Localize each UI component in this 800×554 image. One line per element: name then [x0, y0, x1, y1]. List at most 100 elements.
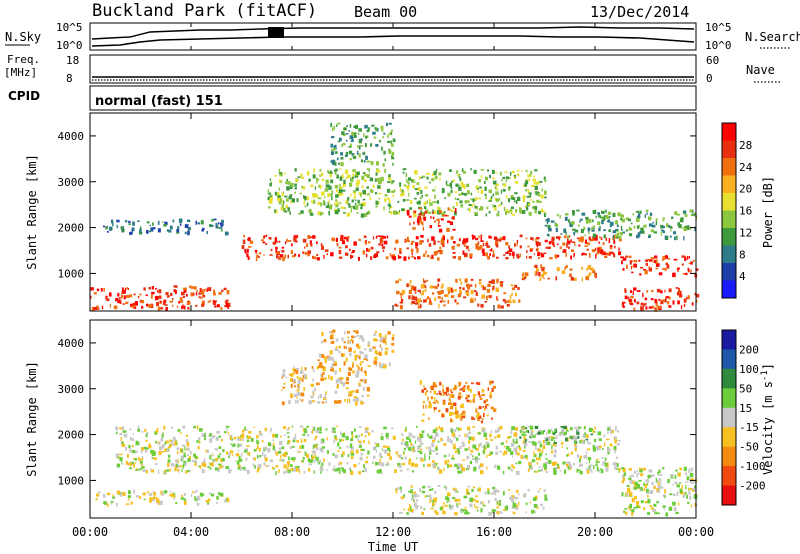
- range-cell: [672, 501, 676, 506]
- range-cell: [96, 305, 99, 310]
- range-cell: [154, 295, 159, 301]
- colorbar-tick-label: 8: [739, 248, 746, 261]
- range-cell: [448, 208, 450, 211]
- range-cell: [508, 186, 511, 189]
- range-cell: [589, 268, 593, 270]
- range-cell: [544, 239, 548, 243]
- range-cell: [106, 503, 109, 507]
- range-cell: [316, 401, 321, 404]
- range-cell: [534, 169, 538, 172]
- range-cell: [614, 438, 617, 443]
- range-cell: [545, 471, 548, 474]
- range-cell: [276, 192, 280, 196]
- range-cell: [383, 426, 387, 430]
- range-cell: [480, 304, 484, 308]
- range-cell: [530, 434, 533, 438]
- range-cell: [550, 450, 554, 454]
- range-cell: [655, 221, 658, 226]
- range-cell: [664, 235, 667, 240]
- range-cell: [195, 489, 198, 492]
- range-cell: [376, 469, 381, 474]
- power-ylabel: Slant Range [km]: [25, 154, 39, 270]
- range-cell: [683, 466, 687, 472]
- range-cell: [644, 214, 646, 218]
- range-cell: [476, 206, 478, 210]
- range-cell: [542, 266, 546, 269]
- range-cell: [689, 472, 694, 478]
- range-cell: [603, 229, 606, 232]
- range-cell: [525, 206, 529, 211]
- range-cell: [601, 217, 606, 222]
- range-cell: [220, 458, 223, 463]
- range-cell: [173, 492, 175, 496]
- range-cell: [422, 254, 426, 257]
- range-cell: [376, 168, 378, 173]
- range-cell: [360, 145, 364, 147]
- range-cell: [573, 253, 575, 256]
- range-cell: [433, 240, 436, 245]
- range-cell: [545, 432, 547, 436]
- y-tick-label: 3000: [58, 176, 85, 189]
- range-cell: [186, 294, 188, 297]
- range-cell: [531, 441, 535, 445]
- range-cell: [186, 301, 191, 305]
- range-cell: [361, 202, 365, 205]
- range-cell: [543, 252, 547, 254]
- range-cell: [115, 502, 118, 507]
- range-cell: [612, 462, 615, 466]
- range-cell: [431, 460, 435, 463]
- range-cell: [164, 469, 166, 473]
- range-cell: [221, 219, 224, 223]
- range-cell: [694, 481, 697, 484]
- range-cell: [341, 454, 344, 458]
- range-cell: [633, 507, 637, 509]
- range-cell: [119, 427, 123, 430]
- range-cell: [349, 158, 352, 161]
- range-cell: [480, 245, 483, 250]
- range-cell: [176, 305, 179, 308]
- range-cell: [618, 235, 620, 238]
- range-cell: [296, 396, 298, 399]
- range-cell: [360, 448, 363, 452]
- range-cell: [343, 212, 346, 214]
- range-cell: [524, 426, 526, 430]
- range-cell: [570, 435, 573, 438]
- range-cell: [456, 466, 459, 470]
- range-cell: [439, 177, 441, 181]
- range-cell: [419, 380, 422, 385]
- range-cell: [422, 401, 426, 404]
- range-cell: [372, 131, 376, 135]
- range-cell: [301, 459, 304, 463]
- range-cell: [534, 210, 537, 214]
- range-cell: [475, 185, 479, 190]
- range-cell: [367, 241, 371, 244]
- range-cell: [470, 198, 472, 201]
- range-cell: [368, 168, 370, 173]
- range-cell: [512, 256, 515, 259]
- range-cell: [442, 400, 446, 405]
- range-cell: [391, 157, 395, 160]
- range-cell: [572, 211, 575, 216]
- range-cell: [485, 242, 489, 247]
- range-cell: [445, 180, 448, 186]
- range-cell: [694, 503, 697, 507]
- range-cell: [307, 250, 311, 255]
- range-cell: [497, 304, 501, 309]
- range-cell: [363, 449, 365, 452]
- range-cell: [392, 334, 395, 337]
- nave-label: Nave: [746, 63, 775, 77]
- range-cell: [303, 439, 307, 442]
- range-cell: [428, 446, 431, 450]
- range-cell: [248, 246, 252, 248]
- range-cell: [380, 240, 383, 244]
- range-cell: [612, 230, 616, 234]
- range-cell: [497, 298, 499, 301]
- range-cell: [344, 207, 346, 209]
- range-cell: [419, 451, 423, 455]
- time-tick-label: 12:00: [375, 525, 411, 539]
- range-cell: [689, 209, 693, 213]
- range-cell: [157, 228, 161, 233]
- range-cell: [478, 282, 482, 285]
- range-cell: [287, 465, 290, 467]
- range-cell: [477, 391, 481, 396]
